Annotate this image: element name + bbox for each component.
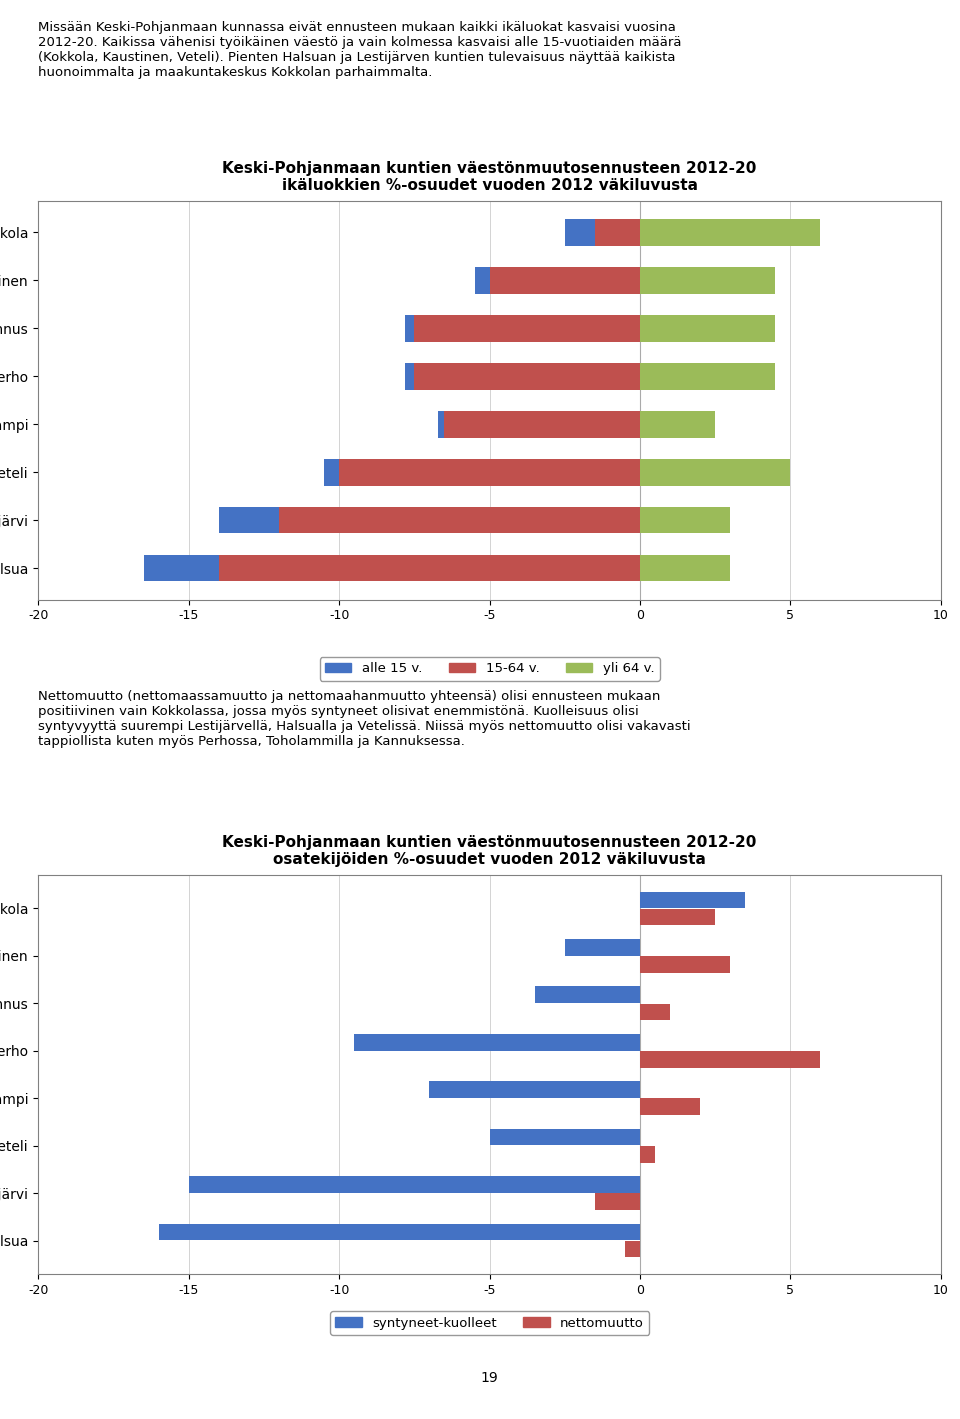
Bar bbox=[640, 315, 776, 342]
Bar bbox=[405, 363, 415, 390]
Bar bbox=[490, 1130, 640, 1145]
Title: Keski-Pohjanmaan kuntien väestönmuutosennusteen 2012-20
ikäluokkien %-osuudet vu: Keski-Pohjanmaan kuntien väestönmuutosen… bbox=[223, 160, 756, 193]
Bar bbox=[640, 363, 776, 390]
Bar bbox=[640, 507, 731, 534]
Bar bbox=[640, 1051, 821, 1067]
Bar bbox=[640, 219, 821, 245]
Bar bbox=[535, 986, 640, 1003]
Bar bbox=[640, 891, 745, 908]
Text: Missään Keski-Pohjanmaan kunnassa eivät ennusteen mukaan kaikki ikäluokat kasvai: Missään Keski-Pohjanmaan kunnassa eivät … bbox=[38, 21, 682, 79]
Title: Keski-Pohjanmaan kuntien väestönmuutosennusteen 2012-20
osatekijöiden %-osuudet : Keski-Pohjanmaan kuntien väestönmuutosen… bbox=[223, 834, 756, 867]
Bar bbox=[640, 1003, 670, 1020]
Bar bbox=[189, 1176, 640, 1193]
Bar bbox=[564, 219, 595, 245]
Bar bbox=[415, 315, 640, 342]
Bar bbox=[640, 555, 731, 582]
Bar bbox=[640, 1147, 655, 1162]
Bar bbox=[415, 363, 640, 390]
Legend: alle 15 v., 15-64 v., yli 64 v.: alle 15 v., 15-64 v., yli 64 v. bbox=[320, 657, 660, 681]
Bar bbox=[640, 1098, 700, 1115]
Bar bbox=[640, 956, 731, 973]
Legend: syntyneet-kuolleet, nettomuutto: syntyneet-kuolleet, nettomuutto bbox=[330, 1311, 649, 1335]
Bar bbox=[405, 315, 415, 342]
Bar bbox=[158, 1223, 640, 1240]
Bar bbox=[640, 908, 715, 925]
Bar bbox=[439, 412, 444, 437]
Bar bbox=[474, 267, 490, 294]
Bar bbox=[219, 555, 640, 582]
Bar bbox=[354, 1034, 640, 1050]
Bar bbox=[324, 460, 339, 485]
Text: 19: 19 bbox=[481, 1371, 498, 1385]
Bar bbox=[490, 267, 640, 294]
Bar bbox=[444, 412, 640, 437]
Bar bbox=[279, 507, 640, 534]
Bar bbox=[339, 460, 640, 485]
Bar bbox=[625, 1240, 640, 1257]
Bar bbox=[595, 219, 640, 245]
Bar bbox=[595, 1193, 640, 1210]
Bar bbox=[429, 1081, 640, 1098]
Bar bbox=[144, 555, 219, 582]
Bar bbox=[564, 939, 640, 955]
Bar bbox=[640, 460, 790, 485]
Text: Nettomuutto (nettomaassamuutto ja nettomaahanmuutto yhteensä) olisi ennusteen mu: Nettomuutto (nettomaassamuutto ja nettom… bbox=[38, 690, 691, 748]
Bar bbox=[219, 507, 279, 534]
Bar bbox=[640, 412, 715, 437]
Bar bbox=[640, 267, 776, 294]
